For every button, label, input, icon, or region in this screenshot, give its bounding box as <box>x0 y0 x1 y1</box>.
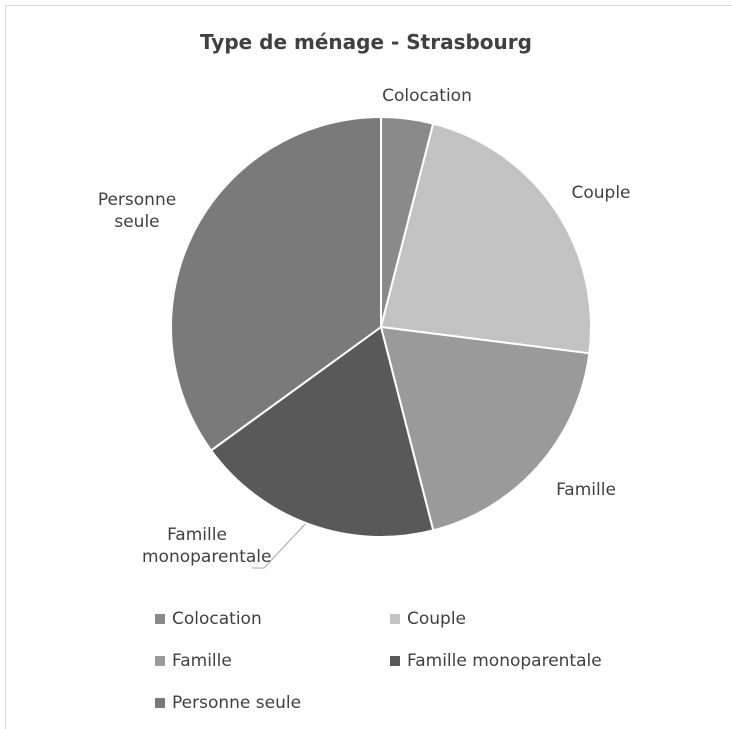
data-label: Famille monoparentale <box>142 525 272 567</box>
data-label: Colocation <box>382 86 472 106</box>
data-label: Personne seule <box>97 190 177 232</box>
pie-slice <box>379 122 592 355</box>
data-label: Famille <box>556 480 616 500</box>
pie-slice <box>170 115 382 452</box>
legend-item: Famille <box>155 651 232 671</box>
legend-label: Personne seule <box>172 693 302 713</box>
chart-title: Type de ménage - Strasbourg <box>200 30 532 54</box>
pie <box>170 115 592 538</box>
legend-label: Famille monoparentale <box>407 651 602 671</box>
data-label: Couple <box>571 183 631 203</box>
legend-item: Famille monoparentale <box>390 651 602 671</box>
legend-swatch <box>155 614 165 624</box>
legend-swatch <box>155 698 165 708</box>
legend-item: Colocation <box>155 609 262 629</box>
leader-line <box>252 520 309 569</box>
pie-slice <box>209 325 435 538</box>
legend-label: Colocation <box>172 609 262 629</box>
pie-slice <box>379 325 591 532</box>
legend-swatch <box>390 614 400 624</box>
legend-swatch <box>155 656 165 666</box>
legend-label: Couple <box>407 609 467 629</box>
legend-item: Couple <box>390 609 466 629</box>
frame <box>5 5 732 729</box>
legend-item: Personne seule <box>155 693 301 713</box>
legend-label: Famille <box>172 651 232 671</box>
legend-swatch <box>390 656 400 666</box>
